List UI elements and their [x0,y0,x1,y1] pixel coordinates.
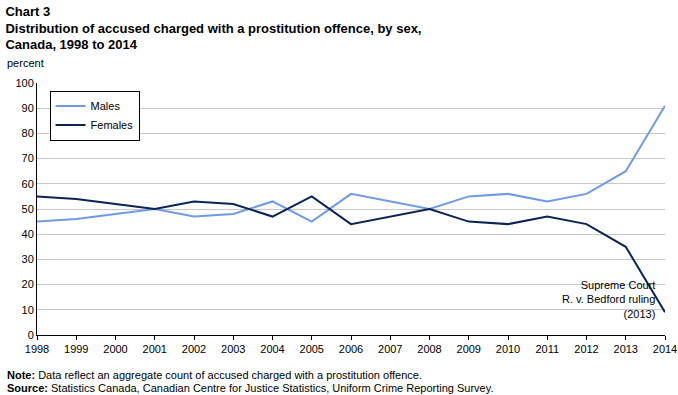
svg-text:30: 30 [22,253,34,265]
svg-text:20: 20 [22,278,34,290]
svg-text:70: 70 [22,152,34,164]
svg-text:50: 50 [22,203,34,215]
svg-text:1998: 1998 [25,343,49,355]
svg-text:Males: Males [91,100,121,112]
svg-text:Source: Statistics Canada, Can: Source: Statistics Canada, Canadian Cent… [7,382,493,394]
svg-text:40: 40 [22,228,34,240]
svg-text:1999: 1999 [64,343,88,355]
svg-text:2005: 2005 [300,343,324,355]
svg-text:2010: 2010 [496,343,520,355]
svg-text:2001: 2001 [143,343,167,355]
svg-text:80: 80 [22,127,34,139]
svg-text:10: 10 [22,304,34,316]
svg-text:2012: 2012 [574,343,598,355]
svg-text:2006: 2006 [339,343,363,355]
svg-text:2007: 2007 [378,343,402,355]
svg-text:Chart 3Distribution of accused: Chart 3Distribution of accused charged w… [5,4,421,53]
svg-text:Supreme CourtR. v. Bedford rul: Supreme CourtR. v. Bedford ruling(2013) [562,279,655,320]
svg-text:2000: 2000 [103,343,127,355]
svg-text:2008: 2008 [417,343,441,355]
svg-text:percent: percent [7,57,44,69]
svg-text:Note: Data reflect an aggregat: Note: Data reflect an aggregate count of… [7,369,422,381]
svg-text:2002: 2002 [182,343,206,355]
svg-text:100: 100 [15,77,33,89]
svg-text:2014: 2014 [653,343,677,355]
svg-text:2011: 2011 [535,343,559,355]
svg-text:0: 0 [28,329,34,341]
svg-text:Females: Females [91,119,134,131]
svg-text:2003: 2003 [221,343,245,355]
svg-text:2004: 2004 [260,343,284,355]
svg-text:2009: 2009 [457,343,481,355]
svg-text:60: 60 [22,178,34,190]
svg-text:2013: 2013 [614,343,638,355]
svg-text:90: 90 [22,102,34,114]
